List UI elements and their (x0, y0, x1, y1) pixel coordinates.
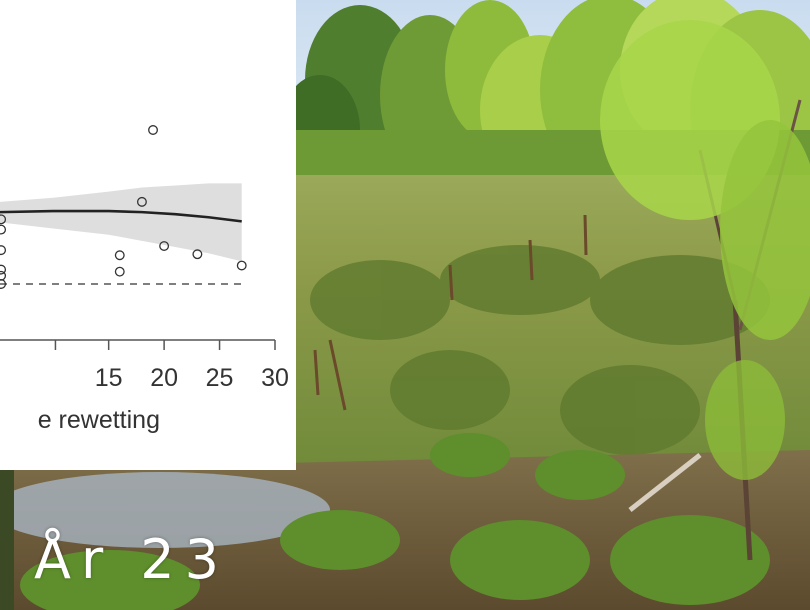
confidence-band (0, 183, 242, 261)
x-tick-label-15: 15 (95, 364, 123, 392)
chart-panel: 15 20 25 30 e rewetting (0, 0, 296, 470)
data-point-9 (149, 126, 158, 135)
x-axis-label: e rewetting (38, 406, 160, 434)
data-point-6 (115, 251, 124, 260)
data-point-1 (0, 225, 5, 234)
data-point-12 (237, 261, 246, 270)
x-tick-label-25: 25 (206, 364, 234, 392)
x-tick-label-20: 20 (150, 364, 178, 392)
x-tick-label-30: 30 (261, 364, 289, 392)
scatter-chart: 15 20 25 30 e rewetting (0, 0, 296, 470)
data-point-4 (0, 271, 5, 280)
data-point-2 (0, 246, 5, 255)
data-point-7 (115, 267, 124, 276)
year-label: År 23 (34, 528, 229, 591)
data-point-11 (193, 250, 202, 259)
